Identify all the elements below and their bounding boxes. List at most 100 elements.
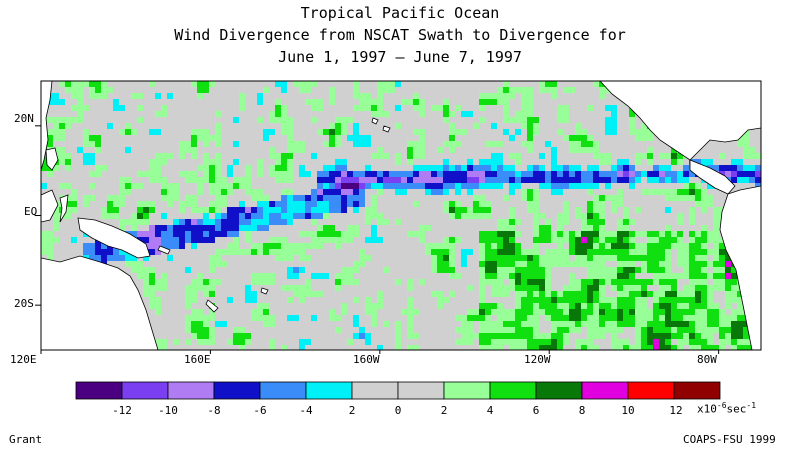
field-cell bbox=[59, 105, 66, 112]
field-cell bbox=[467, 285, 474, 292]
field-cell bbox=[317, 165, 324, 172]
field-cell bbox=[65, 201, 72, 208]
field-cell bbox=[455, 183, 462, 190]
field-cell bbox=[413, 183, 420, 190]
field-cell bbox=[227, 123, 234, 130]
field-cell bbox=[575, 201, 582, 208]
field-cell bbox=[269, 93, 276, 100]
field-cell bbox=[287, 189, 294, 196]
field-cell bbox=[299, 165, 306, 172]
field-cell bbox=[77, 93, 84, 100]
field-cell bbox=[653, 321, 660, 328]
field-cell bbox=[515, 261, 522, 268]
field-cell bbox=[461, 153, 468, 160]
field-cell bbox=[599, 105, 606, 112]
field-cell bbox=[353, 141, 360, 148]
field-cell bbox=[179, 159, 186, 166]
field-cell bbox=[623, 213, 630, 220]
field-cell bbox=[647, 171, 654, 178]
field-cell bbox=[173, 177, 180, 184]
field-cell bbox=[701, 237, 708, 244]
field-cell bbox=[533, 231, 540, 238]
field-cell bbox=[413, 207, 420, 214]
field-cell bbox=[251, 159, 258, 166]
field-cell bbox=[431, 249, 438, 256]
field-cell bbox=[593, 99, 600, 106]
field-cell bbox=[347, 93, 354, 100]
field-cell bbox=[389, 303, 396, 310]
field-cell bbox=[185, 147, 192, 154]
field-cell bbox=[329, 273, 336, 280]
field-cell bbox=[443, 87, 450, 94]
field-cell bbox=[605, 93, 612, 100]
field-cell bbox=[515, 231, 522, 238]
field-cell bbox=[449, 309, 456, 316]
field-cell bbox=[515, 177, 522, 184]
field-cell bbox=[467, 225, 474, 232]
field-cell bbox=[677, 195, 684, 202]
field-cell bbox=[281, 279, 288, 286]
field-cell bbox=[437, 117, 444, 124]
field-cell bbox=[473, 267, 480, 274]
field-cell bbox=[551, 135, 558, 142]
field-cell bbox=[443, 273, 450, 280]
field-cell bbox=[533, 273, 540, 280]
field-cell bbox=[245, 105, 252, 112]
field-cell bbox=[395, 159, 402, 166]
field-cell bbox=[509, 249, 516, 256]
field-cell bbox=[311, 237, 318, 244]
field-cell bbox=[713, 321, 720, 328]
field-cell bbox=[635, 285, 642, 292]
field-cell bbox=[413, 117, 420, 124]
field-cell bbox=[449, 267, 456, 274]
field-cell bbox=[71, 237, 78, 244]
field-cell bbox=[155, 261, 162, 268]
field-cell bbox=[521, 177, 528, 184]
field-cell bbox=[665, 237, 672, 244]
field-cell bbox=[269, 195, 276, 202]
field-cell bbox=[161, 165, 168, 172]
field-cell bbox=[521, 93, 528, 100]
field-cell bbox=[149, 303, 156, 310]
field-cell bbox=[437, 177, 444, 184]
field-cell bbox=[401, 321, 408, 328]
field-cell bbox=[449, 225, 456, 232]
field-cell bbox=[143, 291, 150, 298]
field-cell bbox=[143, 201, 150, 208]
field-cell bbox=[557, 189, 564, 196]
field-cell bbox=[83, 195, 90, 202]
field-cell bbox=[737, 141, 744, 148]
field-cell bbox=[65, 99, 72, 106]
field-cell bbox=[437, 249, 444, 256]
field-cell bbox=[251, 147, 258, 154]
field-cell bbox=[419, 81, 426, 88]
field-cell bbox=[461, 201, 468, 208]
field-cell bbox=[467, 267, 474, 274]
field-cell bbox=[671, 171, 678, 178]
field-cell bbox=[539, 273, 546, 280]
field-cell bbox=[95, 99, 102, 106]
field-cell bbox=[281, 147, 288, 154]
field-cell bbox=[227, 201, 234, 208]
field-cell bbox=[413, 135, 420, 142]
field-cell bbox=[689, 213, 696, 220]
field-cell bbox=[167, 231, 174, 238]
field-cell bbox=[365, 171, 372, 178]
field-cell bbox=[89, 201, 96, 208]
field-cell bbox=[269, 99, 276, 106]
field-cell bbox=[395, 195, 402, 202]
field-cell bbox=[221, 315, 228, 322]
field-cell bbox=[323, 303, 330, 310]
field-cell bbox=[167, 273, 174, 280]
field-cell bbox=[677, 273, 684, 280]
field-cell bbox=[623, 123, 630, 130]
field-cell bbox=[515, 147, 522, 154]
field-cell bbox=[539, 117, 546, 124]
field-cell bbox=[239, 321, 246, 328]
field-cell bbox=[335, 99, 342, 106]
field-cell bbox=[491, 279, 498, 286]
field-cell bbox=[119, 267, 126, 274]
field-cell bbox=[299, 213, 306, 220]
field-cell bbox=[713, 309, 720, 316]
field-cell bbox=[521, 159, 528, 166]
